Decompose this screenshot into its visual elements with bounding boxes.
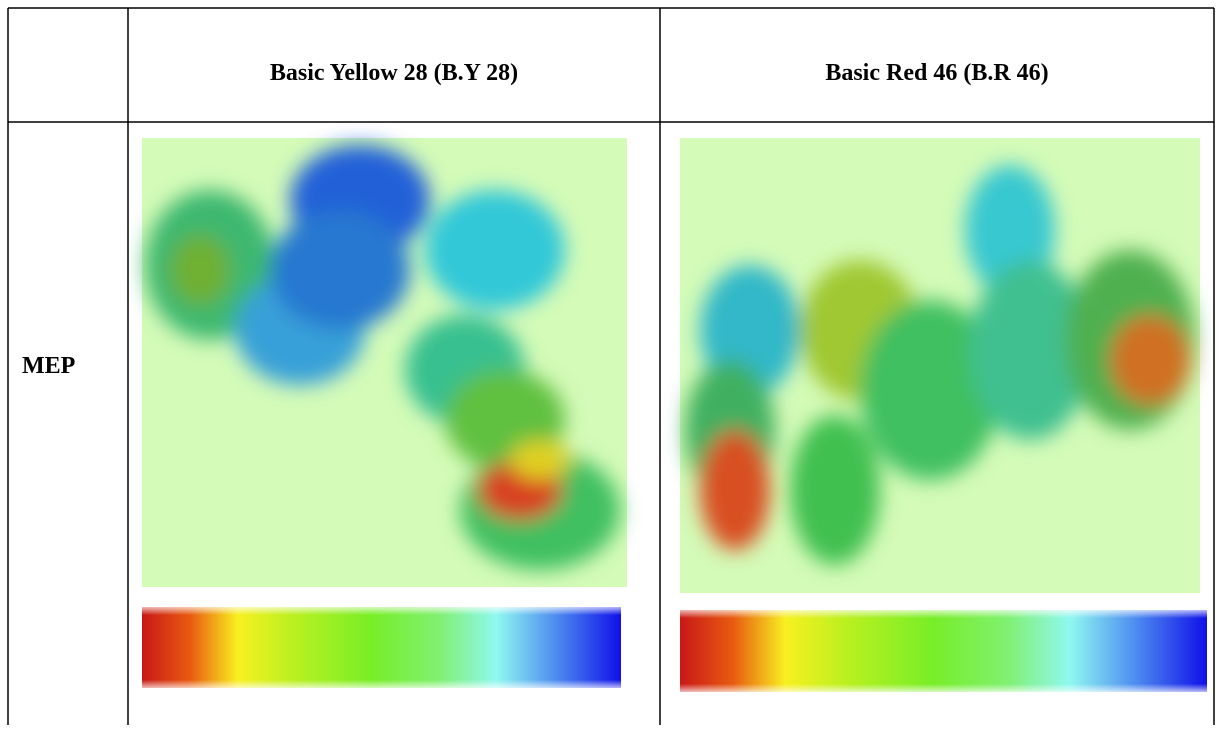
table: Basic Yellow 28 (B.Y 28) Basic Red 46 (B…	[0, 0, 1222, 725]
column-header: Basic Yellow 28 (B.Y 28)	[270, 60, 518, 86]
mep-image	[142, 138, 627, 688]
page: Basic Yellow 28 (B.Y 28) Basic Red 46 (B…	[0, 0, 1222, 725]
mep-image	[680, 138, 1207, 692]
row-label: MEP	[22, 353, 75, 379]
column-header: Basic Red 46 (B.R 46)	[825, 60, 1048, 86]
